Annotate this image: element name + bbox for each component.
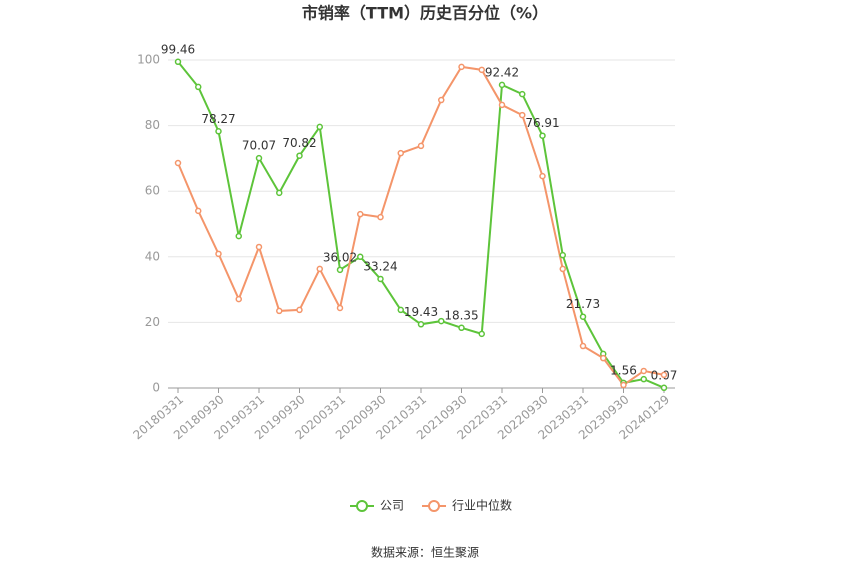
data-point [235, 295, 242, 303]
data-label: 21.73 [566, 297, 600, 311]
data-point [579, 313, 587, 320]
data-label: 78.27 [201, 112, 235, 126]
data-point [316, 123, 323, 131]
legend-item: 行业中位数 [422, 498, 512, 513]
data-point [498, 81, 506, 89]
data-point [255, 154, 263, 162]
data-point [377, 213, 384, 221]
data-label: 70.07 [242, 139, 276, 153]
legend-item: 公司 [350, 499, 404, 513]
data-point [276, 307, 283, 315]
data-label: 99.46 [161, 42, 195, 56]
data-point [438, 96, 445, 104]
data-point [498, 101, 506, 109]
data-point [559, 251, 566, 259]
data-point [357, 253, 364, 261]
legend-marker [356, 500, 368, 512]
data-point [519, 90, 526, 98]
data-point [417, 142, 425, 150]
data-label: 1.56 [610, 363, 637, 377]
data-point [255, 243, 263, 251]
data-point [195, 207, 202, 215]
data-point [336, 304, 344, 312]
y-tick-label: 40 [145, 249, 160, 263]
data-point [296, 152, 303, 159]
data-point [235, 232, 242, 240]
data-point [195, 83, 202, 91]
data-point [458, 324, 465, 332]
data-point [377, 275, 384, 283]
y-tick-label: 0 [152, 381, 160, 395]
source-note: 数据来源：恒生聚源 [371, 545, 479, 560]
data-point [539, 132, 546, 139]
data-point [478, 66, 485, 74]
data-point [458, 63, 465, 71]
chart-title: 市销率（TTM）历史百分位（%） [302, 4, 548, 23]
data-point [296, 306, 303, 314]
data-point [276, 189, 283, 197]
data-label: 18.35 [444, 308, 478, 322]
data-label: 33.24 [363, 259, 397, 273]
data-point [600, 354, 607, 362]
data-point [438, 317, 445, 325]
y-tick-label: 20 [145, 315, 160, 329]
data-point [478, 330, 485, 338]
y-tick-label: 100 [137, 53, 160, 67]
data-point [336, 266, 344, 274]
legend-label: 公司 [380, 499, 404, 513]
data-point [640, 367, 647, 375]
data-label: 92.42 [485, 65, 519, 79]
data-label: 76.91 [525, 116, 559, 130]
data-point [539, 172, 546, 180]
data-point [316, 265, 323, 273]
data-point [620, 381, 627, 389]
data-point [660, 384, 668, 392]
legend-label: 行业中位数 [452, 498, 512, 513]
data-label: 36.02 [323, 250, 357, 264]
series-line [177, 65, 665, 387]
y-tick-label: 80 [145, 118, 160, 132]
data-point [174, 58, 182, 66]
data-point [519, 111, 526, 119]
data-point [559, 265, 566, 273]
y-tick-label: 60 [145, 184, 160, 198]
data-point [579, 342, 587, 350]
data-point [397, 306, 404, 314]
series-line [177, 61, 665, 389]
legend-marker [428, 500, 441, 512]
data-point [215, 250, 222, 258]
data-point [660, 371, 668, 379]
data-point [417, 321, 425, 328]
data-label: 70.82 [282, 136, 316, 150]
data-point [357, 210, 364, 218]
data-point [397, 149, 404, 157]
data-label: 19.43 [404, 305, 438, 319]
data-point [215, 128, 222, 135]
data-point [640, 375, 647, 383]
data-point [174, 159, 182, 167]
